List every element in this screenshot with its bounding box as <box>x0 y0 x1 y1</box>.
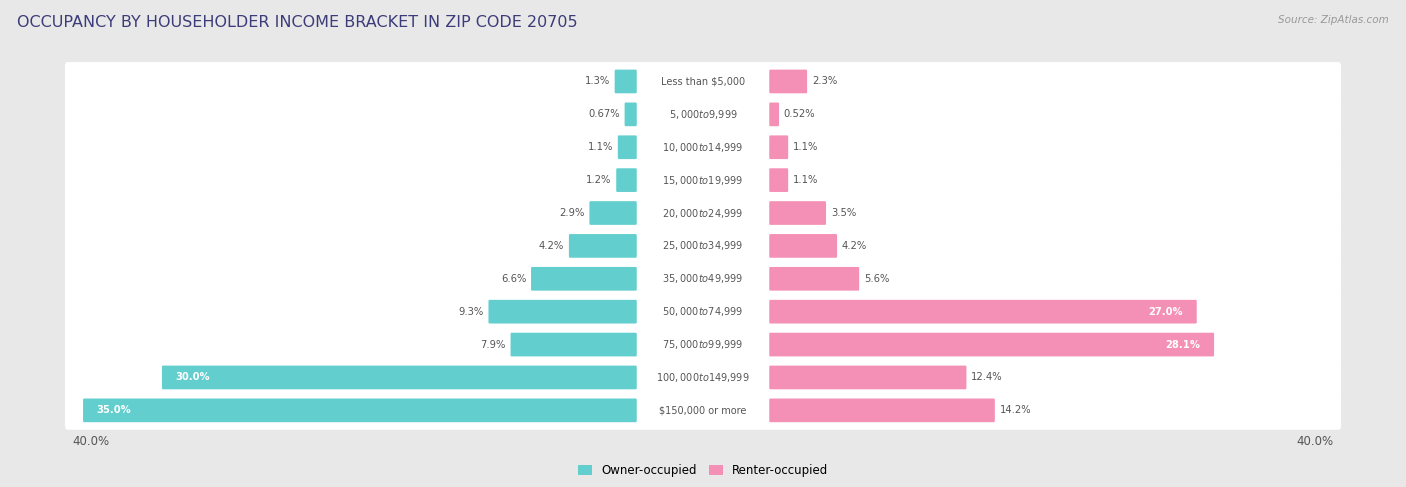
FancyBboxPatch shape <box>769 201 827 225</box>
Text: 4.2%: 4.2% <box>842 241 868 251</box>
FancyBboxPatch shape <box>65 194 1341 232</box>
Text: Source: ZipAtlas.com: Source: ZipAtlas.com <box>1278 15 1389 25</box>
Text: 4.2%: 4.2% <box>538 241 564 251</box>
Text: 1.1%: 1.1% <box>588 142 613 152</box>
FancyBboxPatch shape <box>614 70 637 94</box>
FancyBboxPatch shape <box>65 292 1341 331</box>
Text: 2.9%: 2.9% <box>560 208 585 218</box>
FancyBboxPatch shape <box>769 70 807 94</box>
FancyBboxPatch shape <box>616 169 637 192</box>
FancyBboxPatch shape <box>65 226 1341 265</box>
Text: 1.1%: 1.1% <box>793 142 818 152</box>
FancyBboxPatch shape <box>769 398 995 422</box>
Text: 1.1%: 1.1% <box>793 175 818 185</box>
FancyBboxPatch shape <box>624 102 637 126</box>
Text: $75,000 to $99,999: $75,000 to $99,999 <box>662 338 744 351</box>
FancyBboxPatch shape <box>65 325 1341 364</box>
FancyBboxPatch shape <box>769 135 789 159</box>
FancyBboxPatch shape <box>65 260 1341 298</box>
Text: $50,000 to $74,999: $50,000 to $74,999 <box>662 305 744 318</box>
Text: 40.0%: 40.0% <box>72 435 110 448</box>
FancyBboxPatch shape <box>65 161 1341 200</box>
FancyBboxPatch shape <box>65 95 1341 134</box>
FancyBboxPatch shape <box>769 333 1215 356</box>
Text: OCCUPANCY BY HOUSEHOLDER INCOME BRACKET IN ZIP CODE 20705: OCCUPANCY BY HOUSEHOLDER INCOME BRACKET … <box>17 15 578 30</box>
FancyBboxPatch shape <box>769 169 789 192</box>
Text: 9.3%: 9.3% <box>458 307 484 317</box>
Text: 0.52%: 0.52% <box>783 110 815 119</box>
FancyBboxPatch shape <box>65 391 1341 430</box>
Text: 40.0%: 40.0% <box>1296 435 1334 448</box>
FancyBboxPatch shape <box>488 300 637 323</box>
Text: $100,000 to $149,999: $100,000 to $149,999 <box>657 371 749 384</box>
Text: 7.9%: 7.9% <box>481 339 506 350</box>
Text: 27.0%: 27.0% <box>1149 307 1184 317</box>
FancyBboxPatch shape <box>617 135 637 159</box>
FancyBboxPatch shape <box>769 234 837 258</box>
FancyBboxPatch shape <box>162 366 637 389</box>
Text: Less than $5,000: Less than $5,000 <box>661 76 745 87</box>
Text: 35.0%: 35.0% <box>97 405 131 415</box>
Text: $5,000 to $9,999: $5,000 to $9,999 <box>669 108 737 121</box>
Text: $150,000 or more: $150,000 or more <box>659 405 747 415</box>
FancyBboxPatch shape <box>589 201 637 225</box>
FancyBboxPatch shape <box>65 358 1341 397</box>
FancyBboxPatch shape <box>569 234 637 258</box>
Text: $10,000 to $14,999: $10,000 to $14,999 <box>662 141 744 154</box>
Text: $20,000 to $24,999: $20,000 to $24,999 <box>662 206 744 220</box>
Text: 14.2%: 14.2% <box>1000 405 1031 415</box>
Legend: Owner-occupied, Renter-occupied: Owner-occupied, Renter-occupied <box>572 459 834 482</box>
FancyBboxPatch shape <box>65 62 1341 101</box>
Text: 30.0%: 30.0% <box>176 373 209 382</box>
FancyBboxPatch shape <box>769 102 779 126</box>
FancyBboxPatch shape <box>769 300 1197 323</box>
Text: 2.3%: 2.3% <box>811 76 837 87</box>
Text: 1.3%: 1.3% <box>585 76 610 87</box>
Text: $35,000 to $49,999: $35,000 to $49,999 <box>662 272 744 285</box>
Text: 28.1%: 28.1% <box>1166 339 1201 350</box>
FancyBboxPatch shape <box>510 333 637 356</box>
Text: 5.6%: 5.6% <box>863 274 889 284</box>
FancyBboxPatch shape <box>65 128 1341 167</box>
FancyBboxPatch shape <box>83 398 637 422</box>
Text: 12.4%: 12.4% <box>972 373 1002 382</box>
FancyBboxPatch shape <box>531 267 637 291</box>
Text: 6.6%: 6.6% <box>501 274 526 284</box>
FancyBboxPatch shape <box>769 366 966 389</box>
Text: 0.67%: 0.67% <box>588 110 620 119</box>
Text: 3.5%: 3.5% <box>831 208 856 218</box>
Text: 1.2%: 1.2% <box>586 175 612 185</box>
Text: $15,000 to $19,999: $15,000 to $19,999 <box>662 174 744 187</box>
Text: $25,000 to $34,999: $25,000 to $34,999 <box>662 240 744 252</box>
FancyBboxPatch shape <box>769 267 859 291</box>
